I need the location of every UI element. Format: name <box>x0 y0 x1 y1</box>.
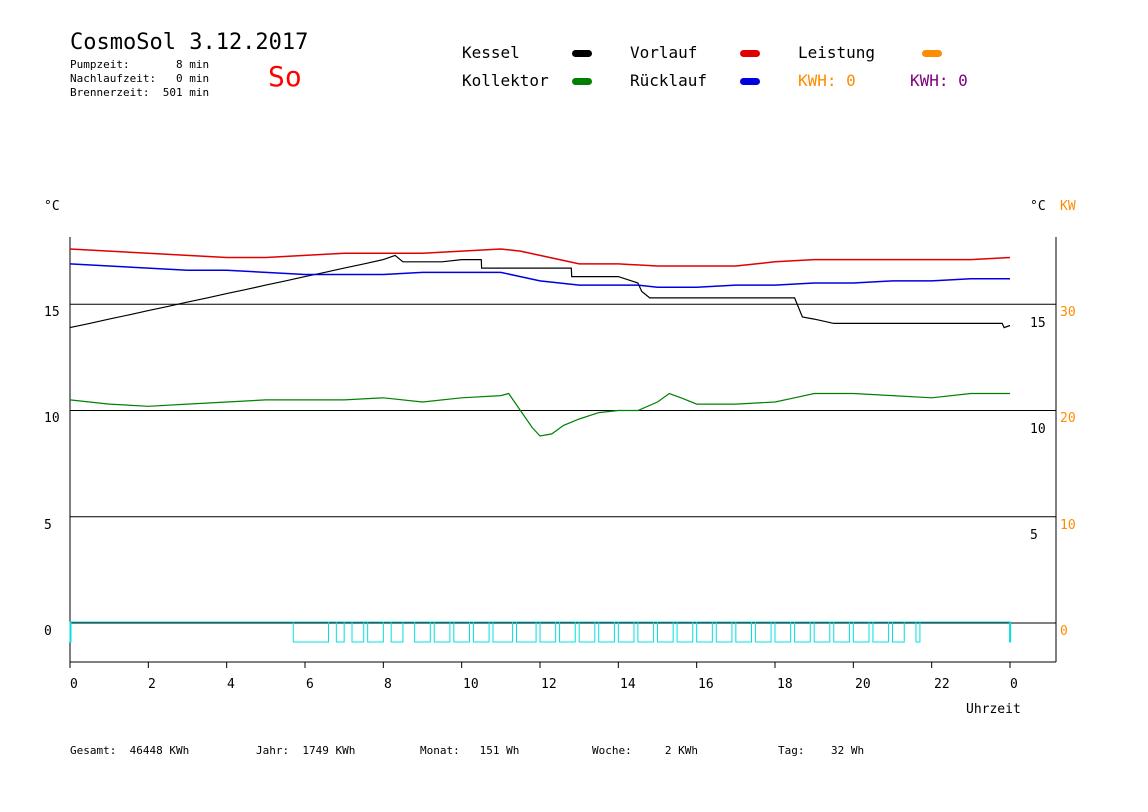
pump-pulse <box>516 621 537 643</box>
pump-pulse <box>735 621 752 643</box>
x-tick-label: 20 <box>855 677 871 692</box>
weekday-label: So <box>268 60 302 93</box>
pump-pulse <box>696 621 713 643</box>
y-tick-right-c: 5 <box>1030 528 1038 543</box>
x-tick-label: 10 <box>463 677 479 692</box>
y-tick-left: 0 <box>44 624 52 639</box>
x-tick-label: 4 <box>227 677 235 692</box>
pump-pulse <box>453 621 471 643</box>
pump-pulse <box>794 621 811 643</box>
stat-tag: Tag: 32 Wh <box>778 744 865 757</box>
pump-pulse <box>617 621 635 643</box>
pump-pulse <box>472 621 490 643</box>
series-line-ruecklauf <box>69 263 1010 289</box>
legend-vorlauf-swatch <box>740 50 760 57</box>
pump-pulse <box>367 621 384 643</box>
left-unit-label: °C <box>44 199 60 214</box>
pump-pulse <box>414 621 431 643</box>
legend-kessel-swatch <box>572 50 592 57</box>
legend-leistung-label: Leistung <box>798 43 876 62</box>
pumpzeit-text: Pumpzeit: 8 min <box>70 58 210 71</box>
series-line-vorlauf <box>69 248 1011 267</box>
legend-kollektor-label: Kollektor <box>462 71 549 90</box>
pump-pulse <box>754 621 772 643</box>
pump-pulse <box>852 621 870 643</box>
x-tick-label: 16 <box>698 677 714 692</box>
pump-pulse <box>433 621 451 643</box>
series-line-kollektor <box>69 392 1010 437</box>
pump-pulse <box>578 621 596 643</box>
stat-woche: Woche: 2 KWh <box>592 744 698 757</box>
y-tick-right-kw: 10 <box>1060 518 1076 533</box>
legend-kessel-label: Kessel <box>462 43 520 62</box>
pump-pulse <box>1009 621 1012 643</box>
brennerzeit-text: Brennerzeit: 501 min <box>70 86 210 99</box>
pump-pulse <box>390 621 404 643</box>
pump-pulse <box>292 621 329 643</box>
pump-pulse <box>559 621 576 643</box>
pump-pulse <box>813 621 831 643</box>
nachlaufzeit-text: Nachlaufzeit: 0 min <box>70 72 210 85</box>
stat-monat: Monat: 151 Wh <box>420 744 520 757</box>
x-tick-label: 12 <box>541 677 557 692</box>
pump-pulse <box>833 621 850 643</box>
pump-pulse <box>351 621 365 643</box>
x-tick-label: 0 <box>70 677 78 692</box>
pump-pulse <box>676 621 694 643</box>
right-unit-celsius: °C <box>1030 199 1046 214</box>
series-line-kessel <box>69 254 1011 329</box>
y-tick-left: 10 <box>44 411 60 426</box>
pump-pulse <box>892 621 905 643</box>
legend-kwh-purple: KWH: 0 <box>910 71 968 90</box>
chart-title: CosmoSol 3.12.2017 <box>70 30 309 55</box>
pump-pulse <box>915 621 921 643</box>
pump-pulse <box>657 621 674 643</box>
pump-pulse <box>598 621 615 643</box>
pump-pulse <box>715 621 733 643</box>
x-tick-label: 8 <box>384 677 392 692</box>
right-unit-kw: KW <box>1060 199 1076 214</box>
y-tick-right-kw: 20 <box>1060 411 1076 426</box>
legend-vorlauf-label: Vorlauf <box>630 43 698 62</box>
pump-pulse <box>774 621 792 643</box>
pump-pulse <box>637 621 655 643</box>
y-tick-right-kw: 30 <box>1060 305 1076 320</box>
legend-kollektor-swatch <box>572 78 592 85</box>
legend-kwh-orange: KWH: 0 <box>798 71 856 90</box>
pump-pulse <box>539 621 557 643</box>
x-tick-label: 18 <box>777 677 793 692</box>
legend-leistung-swatch <box>922 50 942 57</box>
y-tick-right-kw: 0 <box>1060 624 1068 639</box>
legend-ruecklauf-label: Rücklauf <box>630 71 708 90</box>
pump-pulse <box>335 621 345 643</box>
x-tick-label: 0 <box>1010 677 1018 692</box>
x-tick-label: 22 <box>934 677 950 692</box>
x-tick-label: 2 <box>148 677 156 692</box>
x-axis-label: Uhrzeit <box>966 702 1021 717</box>
y-tick-left: 15 <box>44 305 60 320</box>
stat-jahr: Jahr: 1749 KWh <box>256 744 356 757</box>
legend-ruecklauf-swatch <box>740 78 760 85</box>
pump-pulse <box>872 621 890 643</box>
y-tick-right-c: 15 <box>1030 316 1046 331</box>
stat-gesamt: Gesamt: 46448 KWh <box>70 744 190 757</box>
y-tick-right-c: 10 <box>1030 422 1046 437</box>
pump-pulse <box>69 621 72 643</box>
pump-pulse <box>492 621 514 643</box>
x-tick-label: 14 <box>620 677 636 692</box>
y-tick-left: 5 <box>44 518 52 533</box>
x-tick-label: 6 <box>306 677 314 692</box>
